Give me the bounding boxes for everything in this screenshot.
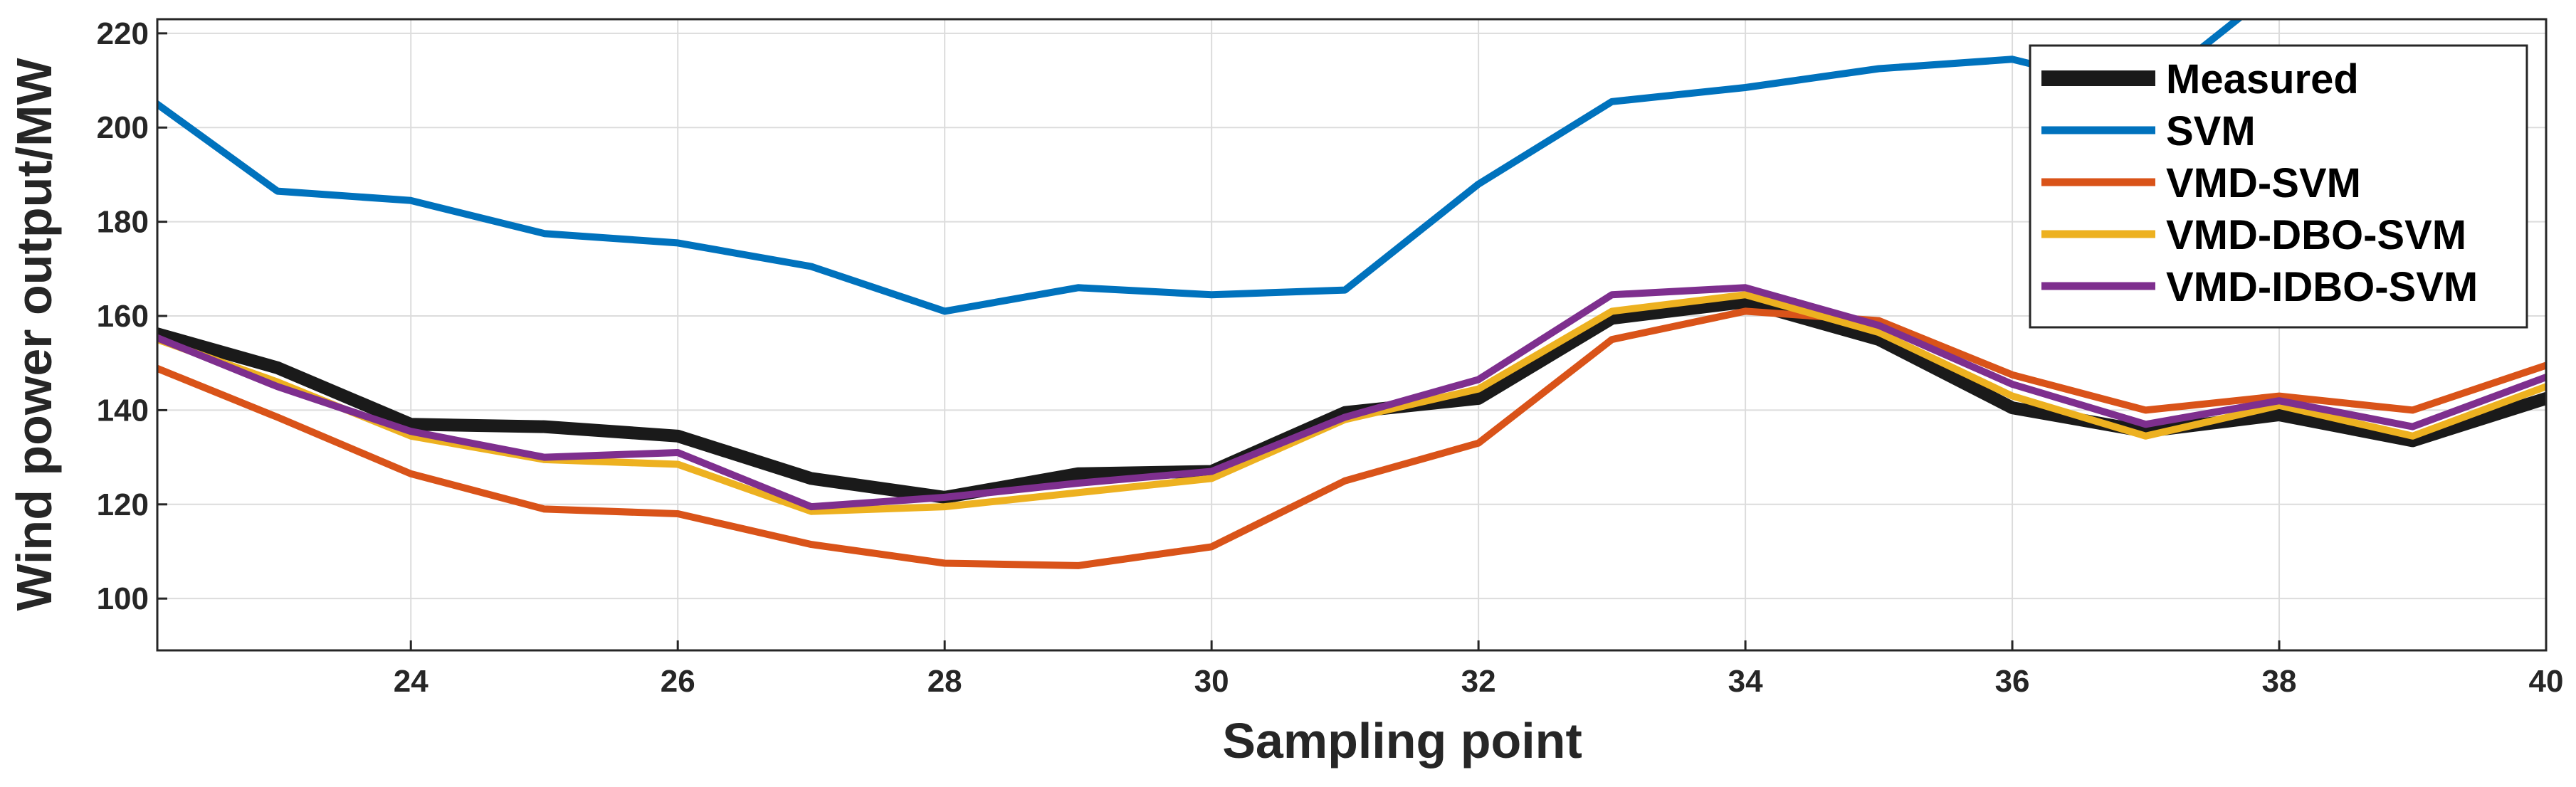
legend-box [2029, 44, 2528, 329]
y-tick-label: 180 [97, 205, 149, 240]
legend-label: Measured [2166, 56, 2359, 102]
x-axis-title: Sampling point [1222, 713, 1582, 768]
x-tick-label: 30 [1194, 664, 1229, 699]
y-tick-label: 200 [97, 110, 149, 145]
x-tick-label: 36 [1995, 664, 2030, 699]
series-layer [157, 19, 2546, 569]
plot-frame [156, 18, 2548, 652]
x-tick-label: 32 [1461, 664, 1496, 699]
legend-items: Measured SVM VMD-SVM VMD-DBO-SVM VMD-IDBO-SV… [2041, 56, 2478, 310]
x-tick-label: 40 [2529, 664, 2564, 699]
series-line-measured [157, 295, 2546, 504]
x-tick-label: 28 [927, 664, 962, 699]
y-tick-label: 120 [97, 487, 149, 522]
tick-layer: 24 26 28 30 32 34 36 38 40 100 120 140 160 180 200 220 [97, 16, 2564, 699]
x-tick-label: 24 [394, 664, 429, 699]
x-tick-label: 38 [2262, 664, 2297, 699]
series-line-vmd-idbo-svm [157, 284, 2546, 511]
y-tick-label: 140 [97, 393, 149, 428]
legend-label: VMD-IDBO-SVM [2166, 264, 2478, 310]
y-tick-label: 220 [97, 16, 149, 51]
x-tick-label: 26 [661, 664, 695, 699]
x-tick-label: 34 [1728, 664, 1763, 699]
legend-label: SVM [2166, 108, 2256, 154]
legend-label: VMD-DBO-SVM [2166, 212, 2466, 258]
series-line-vmd-svm [157, 307, 2546, 569]
y-tick-label: 160 [97, 299, 149, 334]
y-axis-title: Wind power output/MW [6, 58, 62, 611]
y-tick-label: 100 [97, 581, 149, 616]
legend-label: VMD-SVM [2166, 160, 2361, 206]
legend: Measured SVM VMD-SVM VMD-DBO-SVM VMD-IDBO-SV… [2029, 44, 2528, 329]
